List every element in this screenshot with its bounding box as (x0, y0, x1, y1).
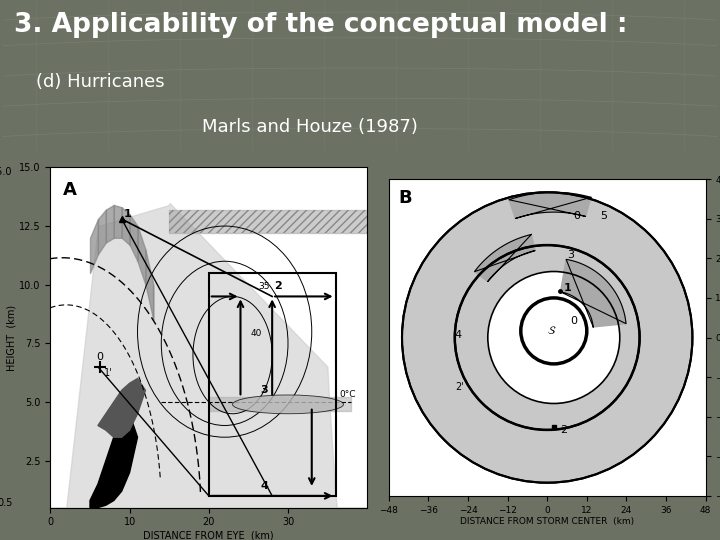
Text: 1': 1' (104, 368, 113, 378)
Text: B: B (398, 188, 412, 207)
Text: 15.0: 15.0 (0, 167, 12, 178)
Text: Marls and Houze (1987): Marls and Houze (1987) (202, 118, 418, 136)
Polygon shape (509, 192, 591, 219)
Text: 0°C: 0°C (340, 390, 356, 399)
X-axis label: DISTANCE FROM STORM CENTER  (km): DISTANCE FROM STORM CENTER (km) (460, 517, 634, 526)
Polygon shape (474, 234, 535, 281)
X-axis label: DISTANCE FROM EYE  (km): DISTANCE FROM EYE (km) (143, 530, 274, 540)
Text: 3. Applicability of the conceptual model :: 3. Applicability of the conceptual model… (14, 12, 628, 38)
Circle shape (521, 298, 587, 364)
Ellipse shape (233, 395, 343, 414)
Text: 4: 4 (261, 481, 268, 491)
Text: 0: 0 (570, 316, 577, 326)
Circle shape (402, 192, 693, 483)
Text: 3: 3 (261, 384, 268, 395)
Text: 40: 40 (251, 329, 262, 339)
Text: 5: 5 (600, 211, 607, 221)
Bar (209, 273, 336, 496)
Text: 1: 1 (124, 208, 132, 219)
Polygon shape (98, 379, 145, 437)
Circle shape (488, 272, 620, 403)
Text: 4: 4 (455, 329, 462, 340)
Text: $\mathcal{S}$: $\mathcal{S}$ (547, 324, 557, 336)
Text: A: A (63, 181, 77, 199)
Text: 0.5: 0.5 (0, 497, 12, 508)
Text: (d) Hurricanes: (d) Hurricanes (36, 72, 165, 91)
Y-axis label: HEIGHT  (km): HEIGHT (km) (6, 305, 17, 370)
Text: 2: 2 (560, 425, 567, 435)
Polygon shape (561, 259, 626, 327)
Polygon shape (90, 414, 138, 508)
Text: 0: 0 (574, 211, 580, 221)
Text: 35: 35 (258, 282, 270, 292)
Text: 2: 2 (274, 281, 282, 292)
Text: 0: 0 (96, 352, 104, 362)
Text: 3: 3 (567, 251, 574, 260)
Text: 1: 1 (564, 284, 572, 293)
Text: 2': 2' (455, 382, 464, 392)
